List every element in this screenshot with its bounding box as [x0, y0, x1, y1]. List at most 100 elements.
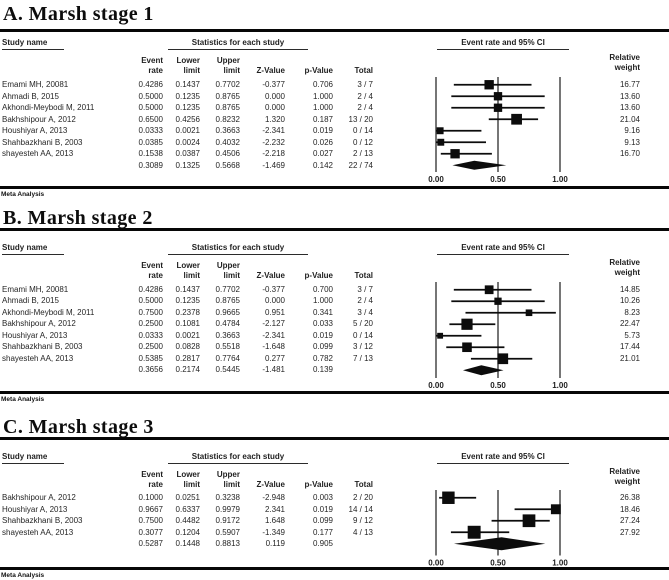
column-header: Lower limit	[176, 261, 200, 280]
relative-weight-cell: 17.44	[619, 342, 640, 351]
upper-limit-cell: 0.8232	[215, 114, 240, 124]
column-header: Z-Value	[256, 479, 285, 489]
relative-weight-cell: 5.73	[624, 330, 640, 340]
p-value-cell: 0.027	[312, 149, 333, 158]
study-row: Bakhshipour A, 2012 0.6500 0.4256 0.8232 1.3…	[0, 114, 669, 126]
upper-limit-cell: 0.8813	[215, 539, 240, 548]
study-row: Bakhshipour A, 2012 0.1000 0.0251 0.3238 -2.…	[0, 492, 669, 504]
title-rule	[0, 437, 669, 440]
total-cell: 14 / 14	[348, 504, 373, 514]
upper-limit-cell: 0.7702	[215, 284, 240, 294]
study-row: Houshiyar A, 2013 0.0333 0.0021 0.3663 -2.34…	[0, 330, 669, 342]
p-value-cell: 1.000	[312, 103, 333, 112]
lower-limit-cell: 0.1325	[175, 160, 200, 170]
total-cell: 4 / 13	[352, 527, 373, 537]
study-name-cell: Emami MH, 20081	[2, 284, 69, 294]
study-name-header: Study name	[2, 38, 64, 50]
lower-limit-cell: 0.1437	[175, 284, 200, 294]
plot-spacer-cell	[373, 160, 595, 172]
plot-spacer-cell	[373, 341, 595, 353]
column-header: p-Value	[304, 270, 333, 280]
study-rows: Emami MH, 20081 0.4286 0.1437 0.7702 -0.377 0…	[0, 284, 669, 376]
study-row: Shahbazkhani B, 2003 0.7500 0.4482 0.9172 1.…	[0, 515, 669, 527]
upper-limit-cell: 0.7764	[215, 353, 240, 363]
axis-tick-label: 0.50	[490, 381, 506, 390]
relative-weight-cell: 16.70	[619, 149, 640, 158]
relative-weight-cell: 13.60	[619, 91, 640, 101]
total-cell: 7 / 13	[352, 353, 373, 363]
p-value-cell: 0.187	[312, 114, 333, 124]
lower-limit-cell: 0.4482	[175, 516, 200, 525]
lower-limit-cell: 0.4256	[175, 114, 200, 124]
z-value-cell: -2.341	[262, 330, 285, 340]
study-name-cell: Houshiyar A, 2013	[2, 330, 68, 340]
study-name-cell: Akhondi-Meybodi M, 2011	[2, 307, 95, 317]
plot-spacer-cell	[373, 364, 595, 376]
panel-title: A. Marsh stage 1	[3, 3, 154, 25]
lower-limit-cell: 0.0021	[175, 330, 200, 340]
column-header: Z-Value	[256, 65, 285, 75]
lower-limit-cell: 0.0021	[175, 126, 200, 135]
axis-tick-label: 0.50	[490, 175, 506, 184]
relative-weight-header: Relative weight	[609, 53, 640, 72]
ci-header: Event rate and 95% CI	[437, 38, 569, 50]
p-value-cell: 0.019	[312, 126, 333, 135]
event-rate-cell: 0.2500	[138, 342, 163, 351]
study-name-cell: shayesteh AA, 2013	[2, 149, 74, 158]
column-header-spacer	[0, 467, 133, 489]
effect-size-marker	[437, 138, 445, 146]
z-value-cell: -2.127	[262, 319, 285, 328]
lower-limit-cell: 0.0828	[175, 342, 200, 351]
p-value-cell: 1.000	[312, 296, 333, 305]
event-rate-cell: 0.0385	[138, 137, 163, 147]
effect-size-marker	[484, 284, 494, 294]
effect-size-marker	[525, 308, 533, 316]
p-value-cell: 0.026	[312, 137, 333, 147]
total-cell	[333, 364, 373, 376]
effect-size-marker	[493, 103, 503, 112]
plot-spacer-cell	[373, 137, 595, 149]
event-rate-cell: 0.7500	[138, 307, 163, 317]
relative-weight-cell: 9.16	[624, 126, 640, 135]
axis-tick-label: 0.00	[428, 381, 444, 390]
lower-limit-cell: 0.1204	[175, 527, 200, 537]
study-row: Akhondi-Meybodi M, 2011 0.5000 0.1235 0.876…	[0, 102, 669, 114]
relative-weight-cell	[595, 364, 640, 376]
upper-limit-cell: 0.8765	[215, 91, 240, 101]
p-value-cell: 0.019	[312, 504, 333, 514]
column-headers: Event rate Lower limit Upper limit Z-Value p…	[0, 258, 669, 280]
p-value-cell: 1.000	[312, 91, 333, 101]
plot-spacer-cell	[373, 307, 595, 319]
plot-spacer-cell	[373, 318, 595, 330]
lower-limit-cell: 0.1235	[175, 91, 200, 101]
effect-size-marker	[494, 297, 502, 305]
lower-limit-cell: 0.1437	[175, 80, 200, 89]
study-name-header: Study name	[2, 243, 64, 255]
study-row: Ahmadi B, 2015 0.5000 0.1235 0.8765 0.000 1.0…	[0, 295, 669, 307]
z-value-cell: 1.320	[264, 114, 285, 124]
z-value-cell: 0.951	[264, 307, 285, 317]
meta-analysis-footer: Meta Analysis	[1, 396, 45, 403]
total-cell: 3 / 7	[357, 80, 373, 89]
z-value-cell: -1.349	[262, 527, 285, 537]
z-value-cell: -0.377	[262, 80, 285, 89]
lower-limit-cell: 0.1081	[175, 319, 200, 328]
statistics-header: Statistics for each study	[168, 243, 308, 255]
z-value-cell: 0.000	[264, 296, 285, 305]
relative-weight-cell: 21.01	[619, 353, 640, 363]
event-rate-cell: 0.4286	[138, 80, 163, 89]
event-rate-cell: 0.4286	[138, 284, 163, 294]
z-value-cell: -2.232	[262, 137, 285, 147]
axis-tick-label: 1.00	[552, 175, 568, 184]
total-cell: 2 / 4	[357, 296, 373, 305]
lower-limit-cell: 0.0251	[175, 493, 200, 502]
summary-diamond	[453, 537, 546, 551]
p-value-cell: 0.099	[312, 342, 333, 351]
column-header: Event rate	[141, 56, 163, 75]
study-name-cell: Houshiyar A, 2013	[2, 504, 68, 514]
relative-weight-cell: 13.60	[619, 103, 640, 112]
effect-size-marker	[497, 352, 509, 364]
event-rate-cell: 0.3077	[138, 527, 163, 537]
column-header: Total	[354, 65, 373, 75]
z-value-cell: -0.377	[262, 284, 285, 294]
